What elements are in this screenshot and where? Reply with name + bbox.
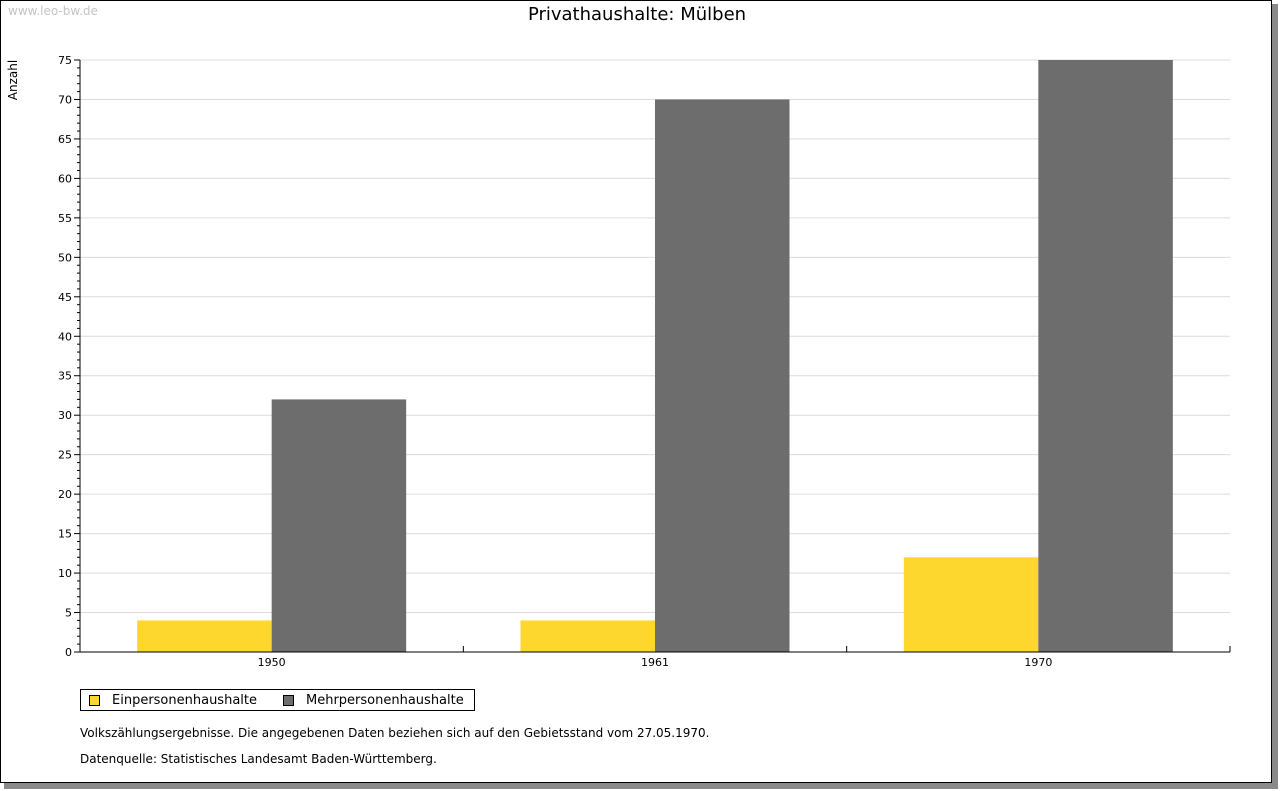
legend: Einpersonenhaushalte Mehrpersonenhaushal… — [80, 689, 475, 711]
y-tick-label: 45 — [58, 291, 72, 304]
bar-chart: Privathaushalte: Mülben Anzahl 0 5 10 15 20 2… — [6, 4, 1231, 669]
y-tick-label: 5 — [65, 607, 72, 620]
x-tick-labels: 1950 1961 1970 — [258, 656, 1053, 669]
legend-label-einpersonen: Einpersonenhaushalte — [112, 692, 257, 708]
y-tick-label: 55 — [58, 212, 72, 225]
bar-einpersonenhaushalte-1961 — [520, 620, 655, 652]
y-tick-label: 35 — [58, 370, 72, 383]
legend-item-mehrpersonen: Mehrpersonenhaushalte — [283, 693, 464, 708]
watermark: www.leo-bw.de — [8, 4, 98, 18]
y-tick-label: 70 — [58, 93, 72, 106]
y-tick-label: 60 — [58, 172, 72, 185]
y-axis-label: Anzahl — [6, 60, 20, 100]
x-tick-label: 1970 — [1024, 656, 1052, 669]
bar-mehrpersonenhaushalte-1961 — [655, 99, 790, 652]
x-tick-label: 1950 — [258, 656, 286, 669]
bar-mehrpersonenhaushalte-1970 — [1038, 60, 1173, 652]
y-tick-label: 50 — [58, 251, 72, 264]
y-tick-label: 40 — [58, 330, 72, 343]
legend-item-einpersonen: Einpersonenhaushalte — [89, 693, 257, 708]
y-tick-label: 15 — [58, 528, 72, 541]
y-tick-label: 10 — [58, 567, 72, 580]
y-tick-labels: 0 5 10 15 20 25 30 35 40 45 50 55 60 65 70 75 — [58, 54, 72, 659]
bar-mehrpersonenhaushalte-1950 — [271, 399, 407, 652]
x-tick-label: 1961 — [641, 656, 669, 669]
source-note: Datenquelle: Statistisches Landesamt Bad… — [80, 752, 437, 766]
legend-swatch-einpersonen — [89, 694, 100, 706]
frame-shadow-bottom — [4, 783, 1278, 789]
chart-title: Privathaushalte: Mülben — [528, 4, 746, 25]
y-tick-label: 75 — [58, 54, 72, 67]
census-note: Volkszählungsergebnisse. Die angegebenen… — [80, 726, 710, 740]
bar-einpersonenhaushalte-1950 — [137, 620, 272, 652]
frame-shadow-right — [1272, 4, 1278, 789]
y-tick-label: 65 — [58, 133, 72, 146]
y-tick-label: 25 — [58, 449, 72, 462]
y-tick-label: 0 — [65, 646, 72, 659]
bar-einpersonenhaushalte-1970 — [903, 557, 1039, 652]
y-tick-label: 20 — [58, 488, 72, 501]
legend-swatch-mehrpersonen — [283, 694, 294, 706]
y-tick-label: 30 — [58, 409, 72, 422]
axes — [74, 59, 1231, 653]
legend-label-mehrpersonen: Mehrpersonenhaushalte — [306, 692, 464, 708]
bars — [137, 60, 1173, 652]
